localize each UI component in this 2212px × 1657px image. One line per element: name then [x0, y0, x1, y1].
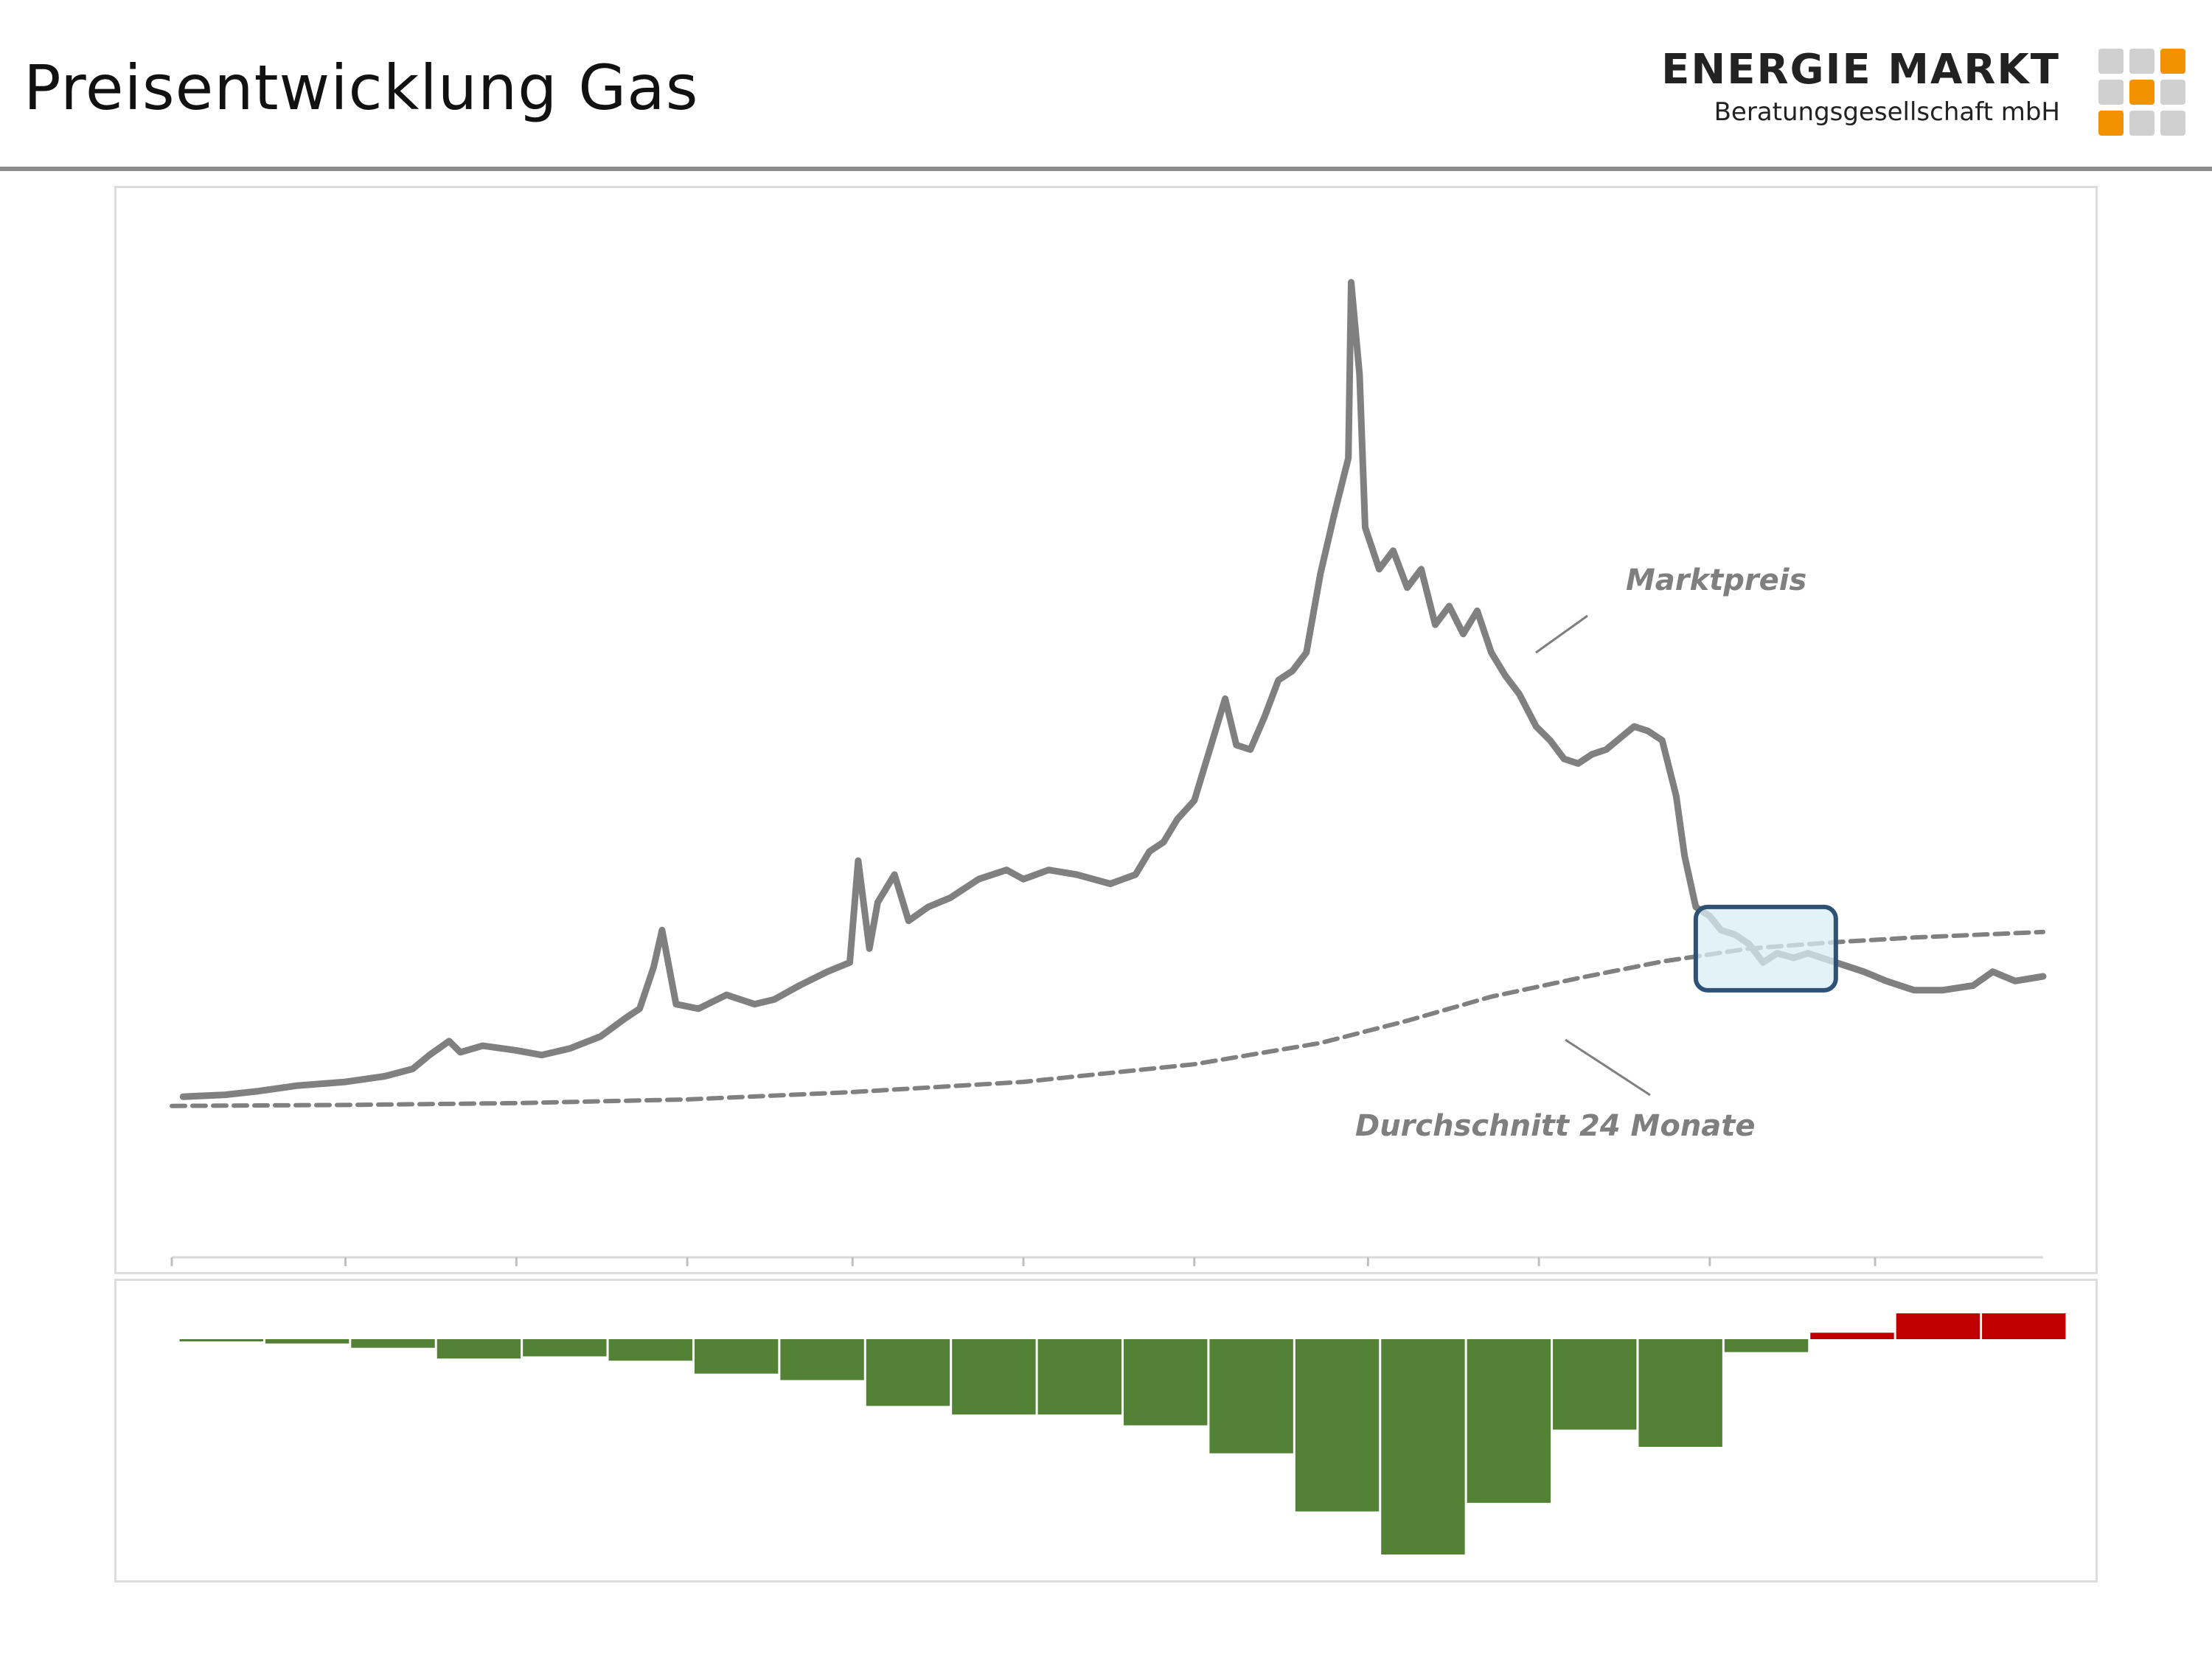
annotation-durchschnitt: Durchschnitt 24 Monate	[1355, 1109, 1756, 1143]
deviation-bar	[694, 1339, 779, 1374]
deviation-bar	[1553, 1339, 1637, 1430]
company-logo: ENERGIE MARKT Beratungsgesellschaft mbH	[1661, 46, 2185, 142]
logo-tiles-icon	[2098, 49, 2185, 136]
deviation-bar	[1467, 1339, 1551, 1503]
price-line-chart: 1.7.211.9.211.11.211.1.221.3.221.5.221.7…	[170, 279, 2047, 1266]
deviation-bar	[1295, 1339, 1380, 1512]
deviation-bar	[1209, 1339, 1293, 1453]
deviation-bar	[351, 1339, 435, 1348]
annotation-durchschnitt-leader	[1565, 1038, 1651, 1097]
deviation-bar-panel	[114, 1279, 2098, 1583]
deviation-bar	[1124, 1339, 1208, 1425]
deviation-bar	[265, 1339, 349, 1344]
deviation-bar	[1381, 1339, 1465, 1554]
annotation-marktpreis: Marktpreis	[1626, 563, 1806, 597]
deviation-bar	[1638, 1339, 1722, 1447]
annotation-marktpreis-leader	[1535, 614, 1588, 654]
deviation-bar	[952, 1339, 1036, 1415]
deviation-bar	[179, 1339, 263, 1341]
deviation-bar	[780, 1339, 864, 1380]
deviation-bar	[1724, 1339, 1809, 1352]
deviation-bar	[866, 1339, 950, 1406]
highlight-box	[1693, 904, 1838, 993]
page-title: Preisentwicklung Gas	[24, 52, 699, 124]
price-chart-panel: 1.7.211.9.211.11.211.1.221.3.221.5.221.7…	[114, 186, 2098, 1274]
deviation-bar	[1896, 1313, 1980, 1339]
logo-name: ENERGIE MARKT	[1661, 46, 2060, 94]
logo-subtitle: Beratungsgesellschaft mbH	[1714, 97, 2060, 127]
deviation-bar	[1982, 1313, 2066, 1339]
deviation-bar	[1810, 1333, 1894, 1339]
deviation-bar-chart	[179, 1313, 2066, 1554]
header-divider	[0, 167, 2212, 171]
deviation-bar	[608, 1339, 692, 1361]
deviation-bar	[523, 1339, 607, 1357]
deviation-bar	[1037, 1339, 1121, 1415]
deviation-bar	[437, 1339, 521, 1359]
